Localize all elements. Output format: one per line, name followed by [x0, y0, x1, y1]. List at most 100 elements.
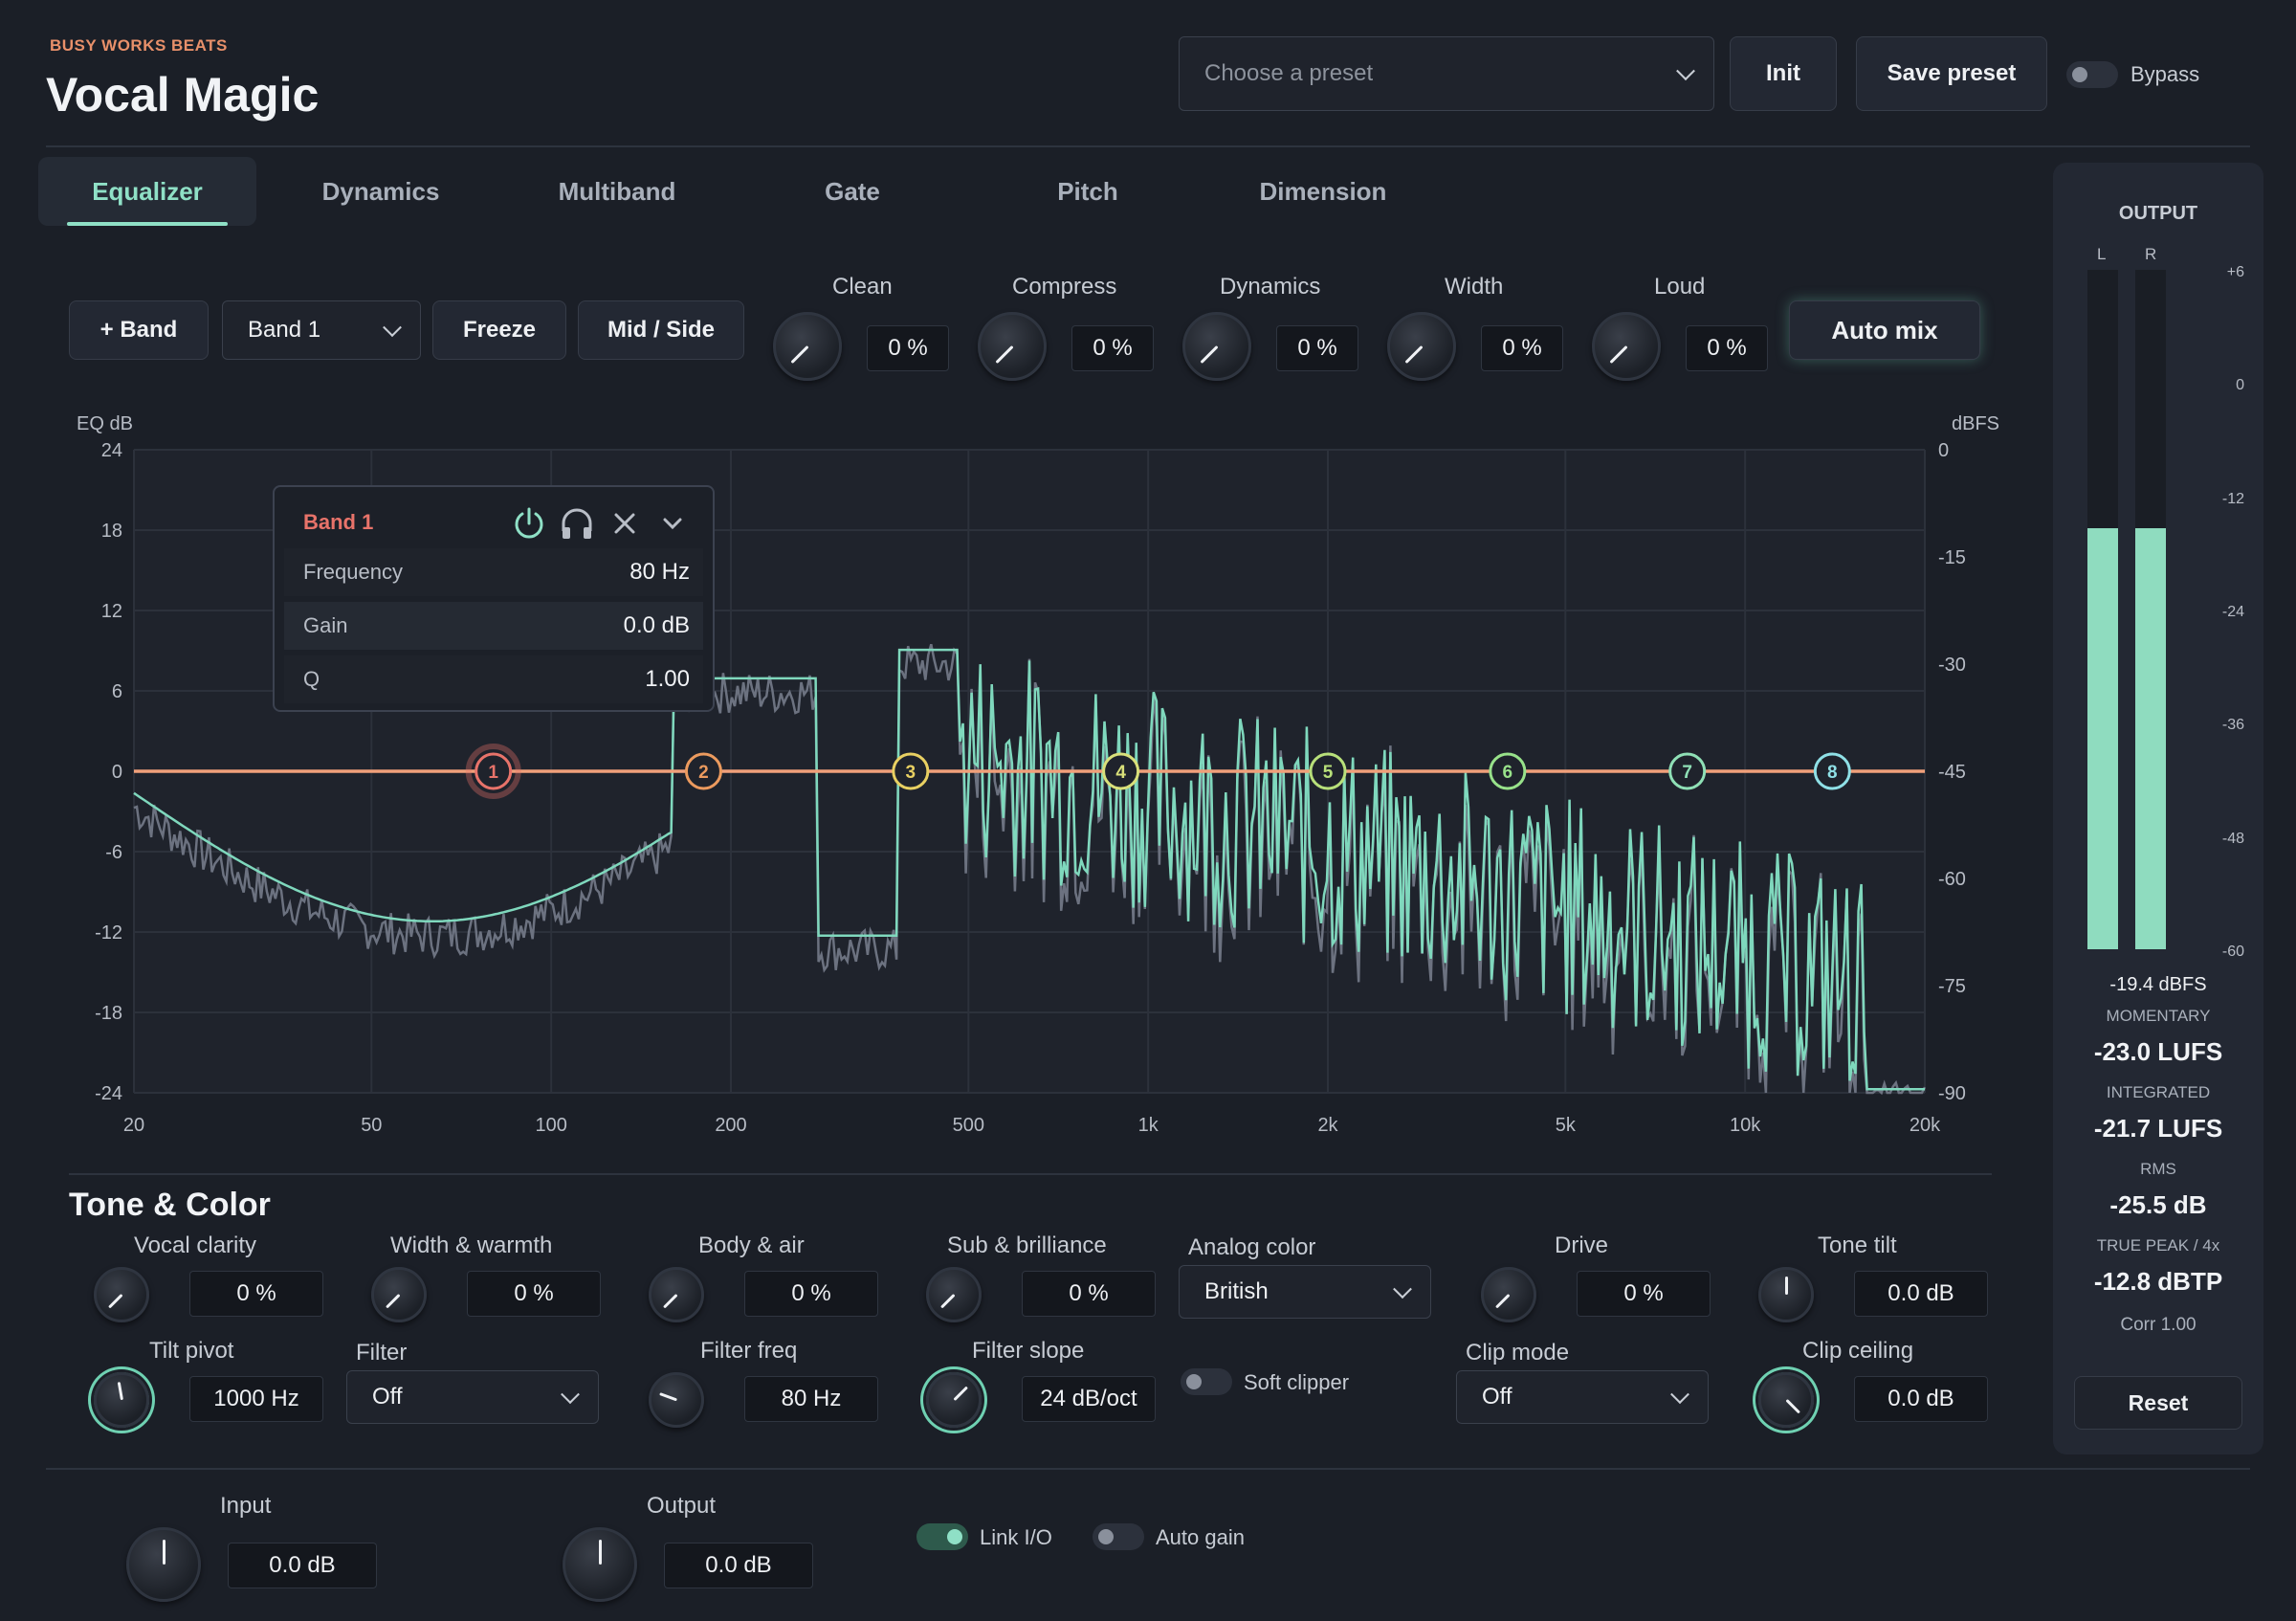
db-tick-label: -18: [95, 1003, 122, 1024]
db-tick-label: 12: [101, 601, 122, 622]
macro-clean-knob[interactable]: [773, 312, 842, 381]
auto-gain-toggle[interactable]: [1093, 1523, 1144, 1550]
save-preset-button[interactable]: Save preset: [1856, 36, 2047, 111]
band-node-6[interactable]: 6: [1489, 752, 1527, 790]
vocal-clarity-value[interactable]: 0 %: [189, 1271, 323, 1317]
band-node-5[interactable]: 5: [1309, 752, 1347, 790]
output-gain-value[interactable]: 0.0 dB: [664, 1543, 813, 1588]
toggle-knob: [1186, 1374, 1202, 1389]
dbfs-tick-label: -60: [1938, 869, 1966, 890]
sub-brilliance-value[interactable]: 0 %: [1022, 1271, 1156, 1317]
band-node-3[interactable]: 3: [892, 752, 930, 790]
freq-tick-label: 2k: [1317, 1115, 1338, 1136]
macro-dynamics-knob[interactable]: [1182, 312, 1251, 381]
tab-dynamics[interactable]: Dynamics: [321, 176, 440, 206]
clip-ceiling-knob[interactable]: [1758, 1372, 1814, 1428]
clip-ceiling-value[interactable]: 0.0 dB: [1854, 1376, 1988, 1422]
sub-brilliance-knob[interactable]: [926, 1267, 982, 1322]
filter-select[interactable]: Off: [346, 1370, 599, 1424]
soft-clipper-toggle[interactable]: [1181, 1368, 1232, 1395]
freq-tick-label: 100: [535, 1115, 566, 1136]
init-button[interactable]: Init: [1730, 36, 1837, 111]
drive-knob[interactable]: [1481, 1267, 1536, 1322]
band-select[interactable]: Band 1: [222, 300, 421, 360]
body-air-label: Body & air: [698, 1232, 805, 1258]
band-node-8[interactable]: 8: [1813, 752, 1851, 790]
analog-color-select[interactable]: British: [1179, 1265, 1431, 1319]
link-io-label: Link I/O: [980, 1525, 1052, 1549]
width-warmth-value[interactable]: 0 %: [467, 1271, 601, 1317]
meter-r-label: R: [2145, 245, 2157, 263]
macro-compress-value[interactable]: 0 %: [1071, 325, 1154, 371]
macro-loud-knob[interactable]: [1592, 312, 1661, 381]
macro-width-knob[interactable]: [1387, 312, 1456, 381]
tone-tilt-knob[interactable]: [1758, 1267, 1814, 1322]
mid-side-button[interactable]: Mid / Side: [578, 300, 744, 360]
headphones-icon[interactable]: [558, 504, 596, 543]
drive-value[interactable]: 0 %: [1577, 1271, 1711, 1317]
meter-scale-tick: -60: [2221, 944, 2244, 960]
tab-multiband[interactable]: Multiband: [558, 176, 676, 206]
band-node-4[interactable]: 4: [1102, 752, 1140, 790]
tilt-pivot-knob[interactable]: [94, 1372, 149, 1428]
macro-loud-value[interactable]: 0 %: [1686, 325, 1768, 371]
chevron-down-icon[interactable]: [653, 504, 692, 543]
preset-select[interactable]: Choose a preset: [1179, 36, 1714, 111]
tab-dimension[interactable]: Dimension: [1259, 176, 1387, 206]
auto-mix-button[interactable]: Auto mix: [1789, 300, 1980, 360]
dbfs-tick-label: -90: [1938, 1083, 1966, 1104]
analog-color-label: Analog color: [1188, 1234, 1316, 1260]
freeze-button[interactable]: Freeze: [432, 300, 566, 360]
band-frequency-row[interactable]: Frequency 80 Hz: [284, 548, 703, 596]
band-gain-row[interactable]: Gain 0.0 dB: [284, 602, 703, 650]
tab-gate[interactable]: Gate: [825, 176, 880, 206]
svg-text:7: 7: [1682, 763, 1692, 783]
tab-pitch[interactable]: Pitch: [1057, 176, 1118, 206]
tilt-pivot-value[interactable]: 1000 Hz: [189, 1376, 323, 1422]
macro-compress-knob[interactable]: [978, 312, 1047, 381]
momentary-label: MOMENTARY: [2106, 1007, 2211, 1025]
input-gain-knob[interactable]: [126, 1527, 201, 1602]
clip-mode-label: Clip mode: [1466, 1340, 1570, 1366]
band-q-value[interactable]: 1.00: [645, 666, 690, 692]
drive-label: Drive: [1555, 1232, 1609, 1258]
filter-slope-knob[interactable]: [926, 1372, 982, 1428]
filter-slope-label: Filter slope: [972, 1338, 1085, 1364]
chevron-down-icon: [1393, 1279, 1412, 1299]
band-frequency-value[interactable]: 80 Hz: [629, 559, 690, 585]
svg-text:2: 2: [698, 763, 709, 783]
clip-mode-select[interactable]: Off: [1456, 1370, 1709, 1424]
link-io-toggle[interactable]: [916, 1523, 968, 1550]
band-node-2[interactable]: 2: [684, 752, 722, 790]
body-air-knob[interactable]: [649, 1267, 704, 1322]
vocal-clarity-label: Vocal clarity: [134, 1232, 257, 1258]
preset-placeholder: Choose a preset: [1204, 60, 1374, 86]
close-icon[interactable]: [606, 504, 644, 543]
filter-freq-value[interactable]: 80 Hz: [744, 1376, 878, 1422]
macro-clean-value[interactable]: 0 %: [867, 325, 949, 371]
body-air-value[interactable]: 0 %: [744, 1271, 878, 1317]
svg-text:4: 4: [1115, 763, 1126, 783]
meter-scale-tick: -48: [2221, 830, 2244, 847]
input-gain-value[interactable]: 0.0 dB: [228, 1543, 377, 1588]
filter-slope-value[interactable]: 24 dB/oct: [1022, 1376, 1156, 1422]
width-warmth-knob[interactable]: [371, 1267, 427, 1322]
band-gain-value[interactable]: 0.0 dB: [623, 612, 690, 638]
tab-equalizer[interactable]: Equalizer: [38, 157, 256, 226]
macro-width-value[interactable]: 0 %: [1481, 325, 1563, 371]
add-band-button[interactable]: + Band: [69, 300, 209, 360]
macro-dynamics-value[interactable]: 0 %: [1276, 325, 1358, 371]
filter-freq-knob[interactable]: [649, 1372, 704, 1428]
eq-db-axis-title: EQ dB: [77, 413, 133, 434]
power-icon[interactable]: [510, 504, 548, 543]
tone-tilt-value[interactable]: 0.0 dB: [1854, 1271, 1988, 1317]
meter-scale-tick: -12: [2221, 490, 2244, 507]
band-q-row[interactable]: Q 1.00: [284, 655, 703, 703]
filter-freq-label: Filter freq: [700, 1338, 798, 1364]
band-node-1[interactable]: 1: [465, 744, 521, 799]
bypass-toggle[interactable]: [2066, 61, 2118, 88]
vocal-clarity-knob[interactable]: [94, 1267, 149, 1322]
output-gain-knob[interactable]: [563, 1527, 637, 1602]
band-node-7[interactable]: 7: [1668, 752, 1707, 790]
meter-reset-button[interactable]: Reset: [2074, 1376, 2242, 1430]
